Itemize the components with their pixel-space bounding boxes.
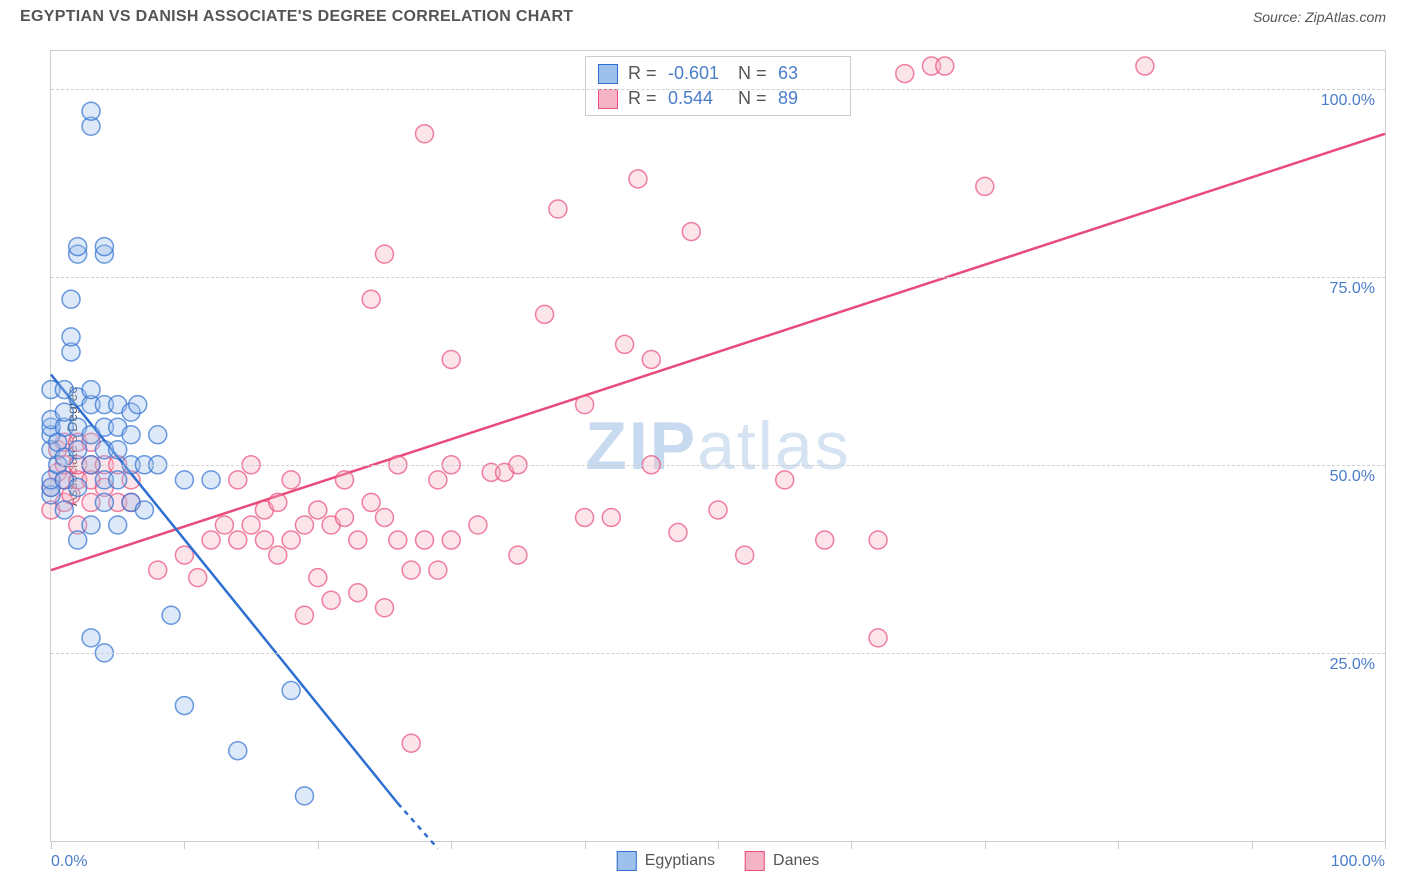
y-tick-label: 75.0%: [1330, 280, 1375, 298]
legend-swatch-egyptians: [598, 64, 618, 84]
stat-r-value-0: -0.601: [668, 63, 728, 84]
legend-swatch-egyptians-b: [617, 851, 637, 871]
source-label: Source:: [1253, 9, 1301, 25]
y-tick-label: 50.0%: [1330, 468, 1375, 486]
y-tick-label: 100.0%: [1321, 92, 1375, 110]
x-tick: [1385, 841, 1386, 849]
stat-n-value-0: 63: [778, 63, 838, 84]
stat-r-label-0: R =: [628, 63, 658, 84]
stat-r-label-1: R =: [628, 88, 658, 109]
legend-stats-row-0: R = -0.601 N = 63: [598, 61, 838, 86]
legend-item-egyptians: Egyptians: [617, 851, 715, 871]
legend-label-danes: Danes: [773, 852, 819, 870]
source-value: ZipAtlas.com: [1305, 9, 1386, 25]
x-tick-label-min: 0.0%: [51, 853, 87, 871]
x-tick: [851, 841, 852, 849]
legend-label-egyptians: Egyptians: [645, 852, 715, 870]
x-tick-label-max: 100.0%: [1331, 853, 1385, 871]
x-tick: [585, 841, 586, 849]
chart-header: EGYPTIAN VS DANISH ASSOCIATE'S DEGREE CO…: [0, 0, 1406, 26]
legend-item-danes: Danes: [745, 851, 819, 871]
x-tick: [318, 841, 319, 849]
x-tick: [51, 841, 52, 849]
legend-swatch-danes: [598, 89, 618, 109]
gridline: [51, 465, 1385, 466]
chart-title: EGYPTIAN VS DANISH ASSOCIATE'S DEGREE CO…: [20, 8, 573, 26]
chart-plot-area: ZIPatlas R = -0.601 N = 63 R = 0.544 N =…: [50, 50, 1386, 842]
legend-stats: R = -0.601 N = 63 R = 0.544 N = 89: [585, 56, 851, 116]
stat-n-label-1: N =: [738, 88, 768, 109]
x-tick: [1118, 841, 1119, 849]
x-tick: [718, 841, 719, 849]
stat-r-value-1: 0.544: [668, 88, 728, 109]
x-tick: [1252, 841, 1253, 849]
legend-stats-row-1: R = 0.544 N = 89: [598, 86, 838, 111]
stat-n-label-0: N =: [738, 63, 768, 84]
legend-series: Egyptians Danes: [617, 851, 820, 871]
stat-n-value-1: 89: [778, 88, 838, 109]
x-tick: [985, 841, 986, 849]
chart-source: Source: ZipAtlas.com: [1253, 9, 1386, 25]
legend-swatch-danes-b: [745, 851, 765, 871]
x-tick: [184, 841, 185, 849]
scatter-plot-svg: [51, 51, 1385, 841]
gridline: [51, 277, 1385, 278]
gridline: [51, 89, 1385, 90]
x-tick: [451, 841, 452, 849]
y-tick-label: 25.0%: [1330, 656, 1375, 674]
gridline: [51, 653, 1385, 654]
